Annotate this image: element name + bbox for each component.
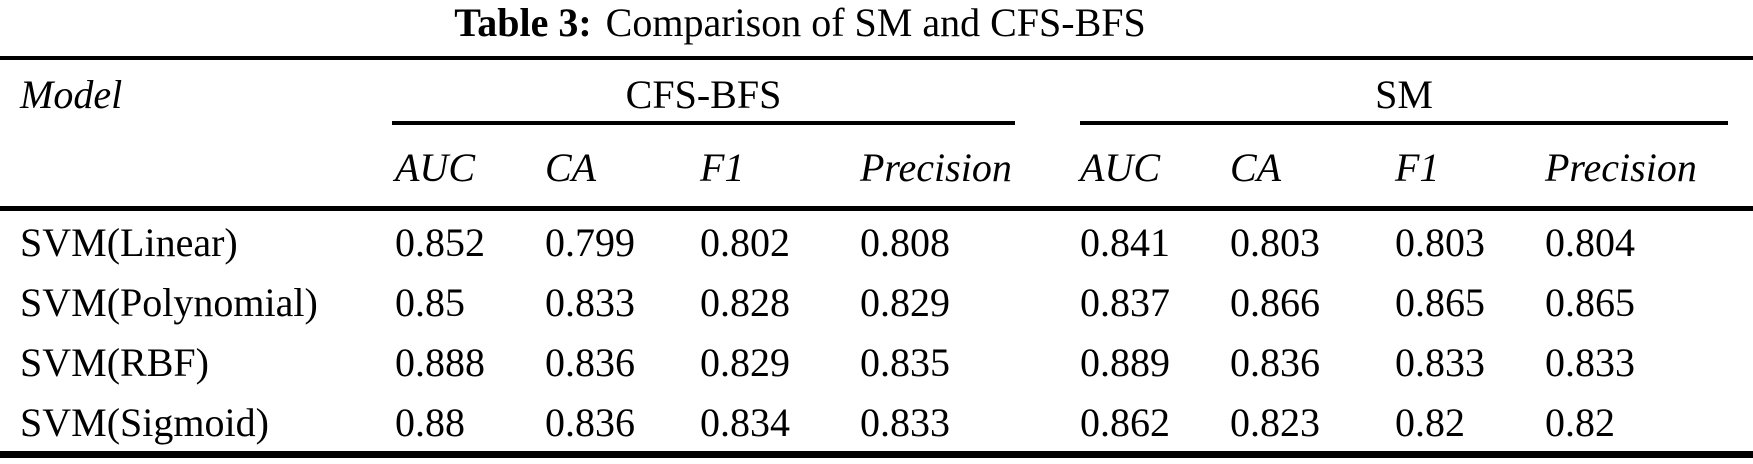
cell-value: 0.833: [545, 279, 635, 325]
group-rule-cfs-bfs: [392, 121, 1015, 125]
cell-value: 0.82: [1395, 399, 1465, 445]
cell-value: 0.833: [860, 399, 950, 445]
cell-value: 0.836: [1230, 339, 1320, 385]
cell-value: 0.866: [1230, 279, 1320, 325]
cell-value: 0.888: [395, 339, 485, 385]
cell-value: 0.88: [395, 399, 465, 445]
cell-value: 0.803: [1395, 219, 1485, 265]
table-body: SVM(Linear) 0.852 0.799 0.802 0.808 0.84…: [0, 212, 1753, 452]
metric-header-cfs-ca: CA: [545, 145, 597, 190]
group-header-cfs-bfs: CFS-BFS: [625, 72, 782, 117]
table-bottom-rule: [0, 451, 1753, 458]
cell-value: 0.833: [1545, 339, 1635, 385]
cell-value: 0.85: [395, 279, 465, 325]
table-mid-rule: [0, 206, 1753, 211]
cell-value: 0.802: [700, 219, 790, 265]
table-top-rule: [0, 56, 1753, 60]
cell-value: 0.862: [1080, 399, 1170, 445]
row-model-name: SVM(Linear): [20, 219, 238, 265]
cell-value: 0.82: [1545, 399, 1615, 445]
cell-value: 0.829: [700, 339, 790, 385]
metric-header-sm-precision: Precision: [1545, 145, 1697, 190]
cell-value: 0.852: [395, 219, 485, 265]
cell-value: 0.865: [1395, 279, 1485, 325]
cell-value: 0.835: [860, 339, 950, 385]
cell-value: 0.834: [700, 399, 790, 445]
cell-value: 0.823: [1230, 399, 1320, 445]
table-caption: Table 3: Comparison of SM and CFS-BFS: [0, 0, 1600, 46]
cell-value: 0.865: [1545, 279, 1635, 325]
metric-header-cfs-auc: AUC: [395, 145, 475, 190]
cell-value: 0.836: [545, 399, 635, 445]
cell-value: 0.837: [1080, 279, 1170, 325]
cell-value: 0.804: [1545, 219, 1635, 265]
cell-value: 0.829: [860, 279, 950, 325]
column-header-model: Model: [20, 72, 123, 117]
metric-header-sm-f1: F1: [1395, 145, 1440, 190]
cell-value: 0.803: [1230, 219, 1320, 265]
cell-value: 0.889: [1080, 339, 1170, 385]
row-model-name: SVM(RBF): [20, 339, 209, 385]
metric-header-sm-ca: CA: [1230, 145, 1282, 190]
metric-header-cfs-precision: Precision: [860, 145, 1012, 190]
metric-header-row: AUC CA F1 Precision AUC CA F1 Precision: [0, 145, 1753, 191]
cell-value: 0.799: [545, 219, 635, 265]
group-header-sm: SM: [1375, 72, 1433, 117]
cell-value: 0.828: [700, 279, 790, 325]
metric-header-cfs-f1: F1: [700, 145, 745, 190]
table-caption-text: Comparison of SM and CFS-BFS: [605, 0, 1146, 45]
row-model-name: SVM(Sigmoid): [20, 399, 269, 445]
cell-value: 0.808: [860, 219, 950, 265]
metric-header-spacer: [0, 145, 395, 191]
row-model-name: SVM(Polynomial): [20, 279, 318, 325]
metric-header-sm-auc: AUC: [1080, 145, 1160, 190]
group-rule-sm: [1080, 121, 1728, 125]
cell-value: 0.836: [545, 339, 635, 385]
cell-value: 0.833: [1395, 339, 1485, 385]
table-caption-label: Table 3:: [454, 0, 592, 45]
cell-value: 0.841: [1080, 219, 1170, 265]
